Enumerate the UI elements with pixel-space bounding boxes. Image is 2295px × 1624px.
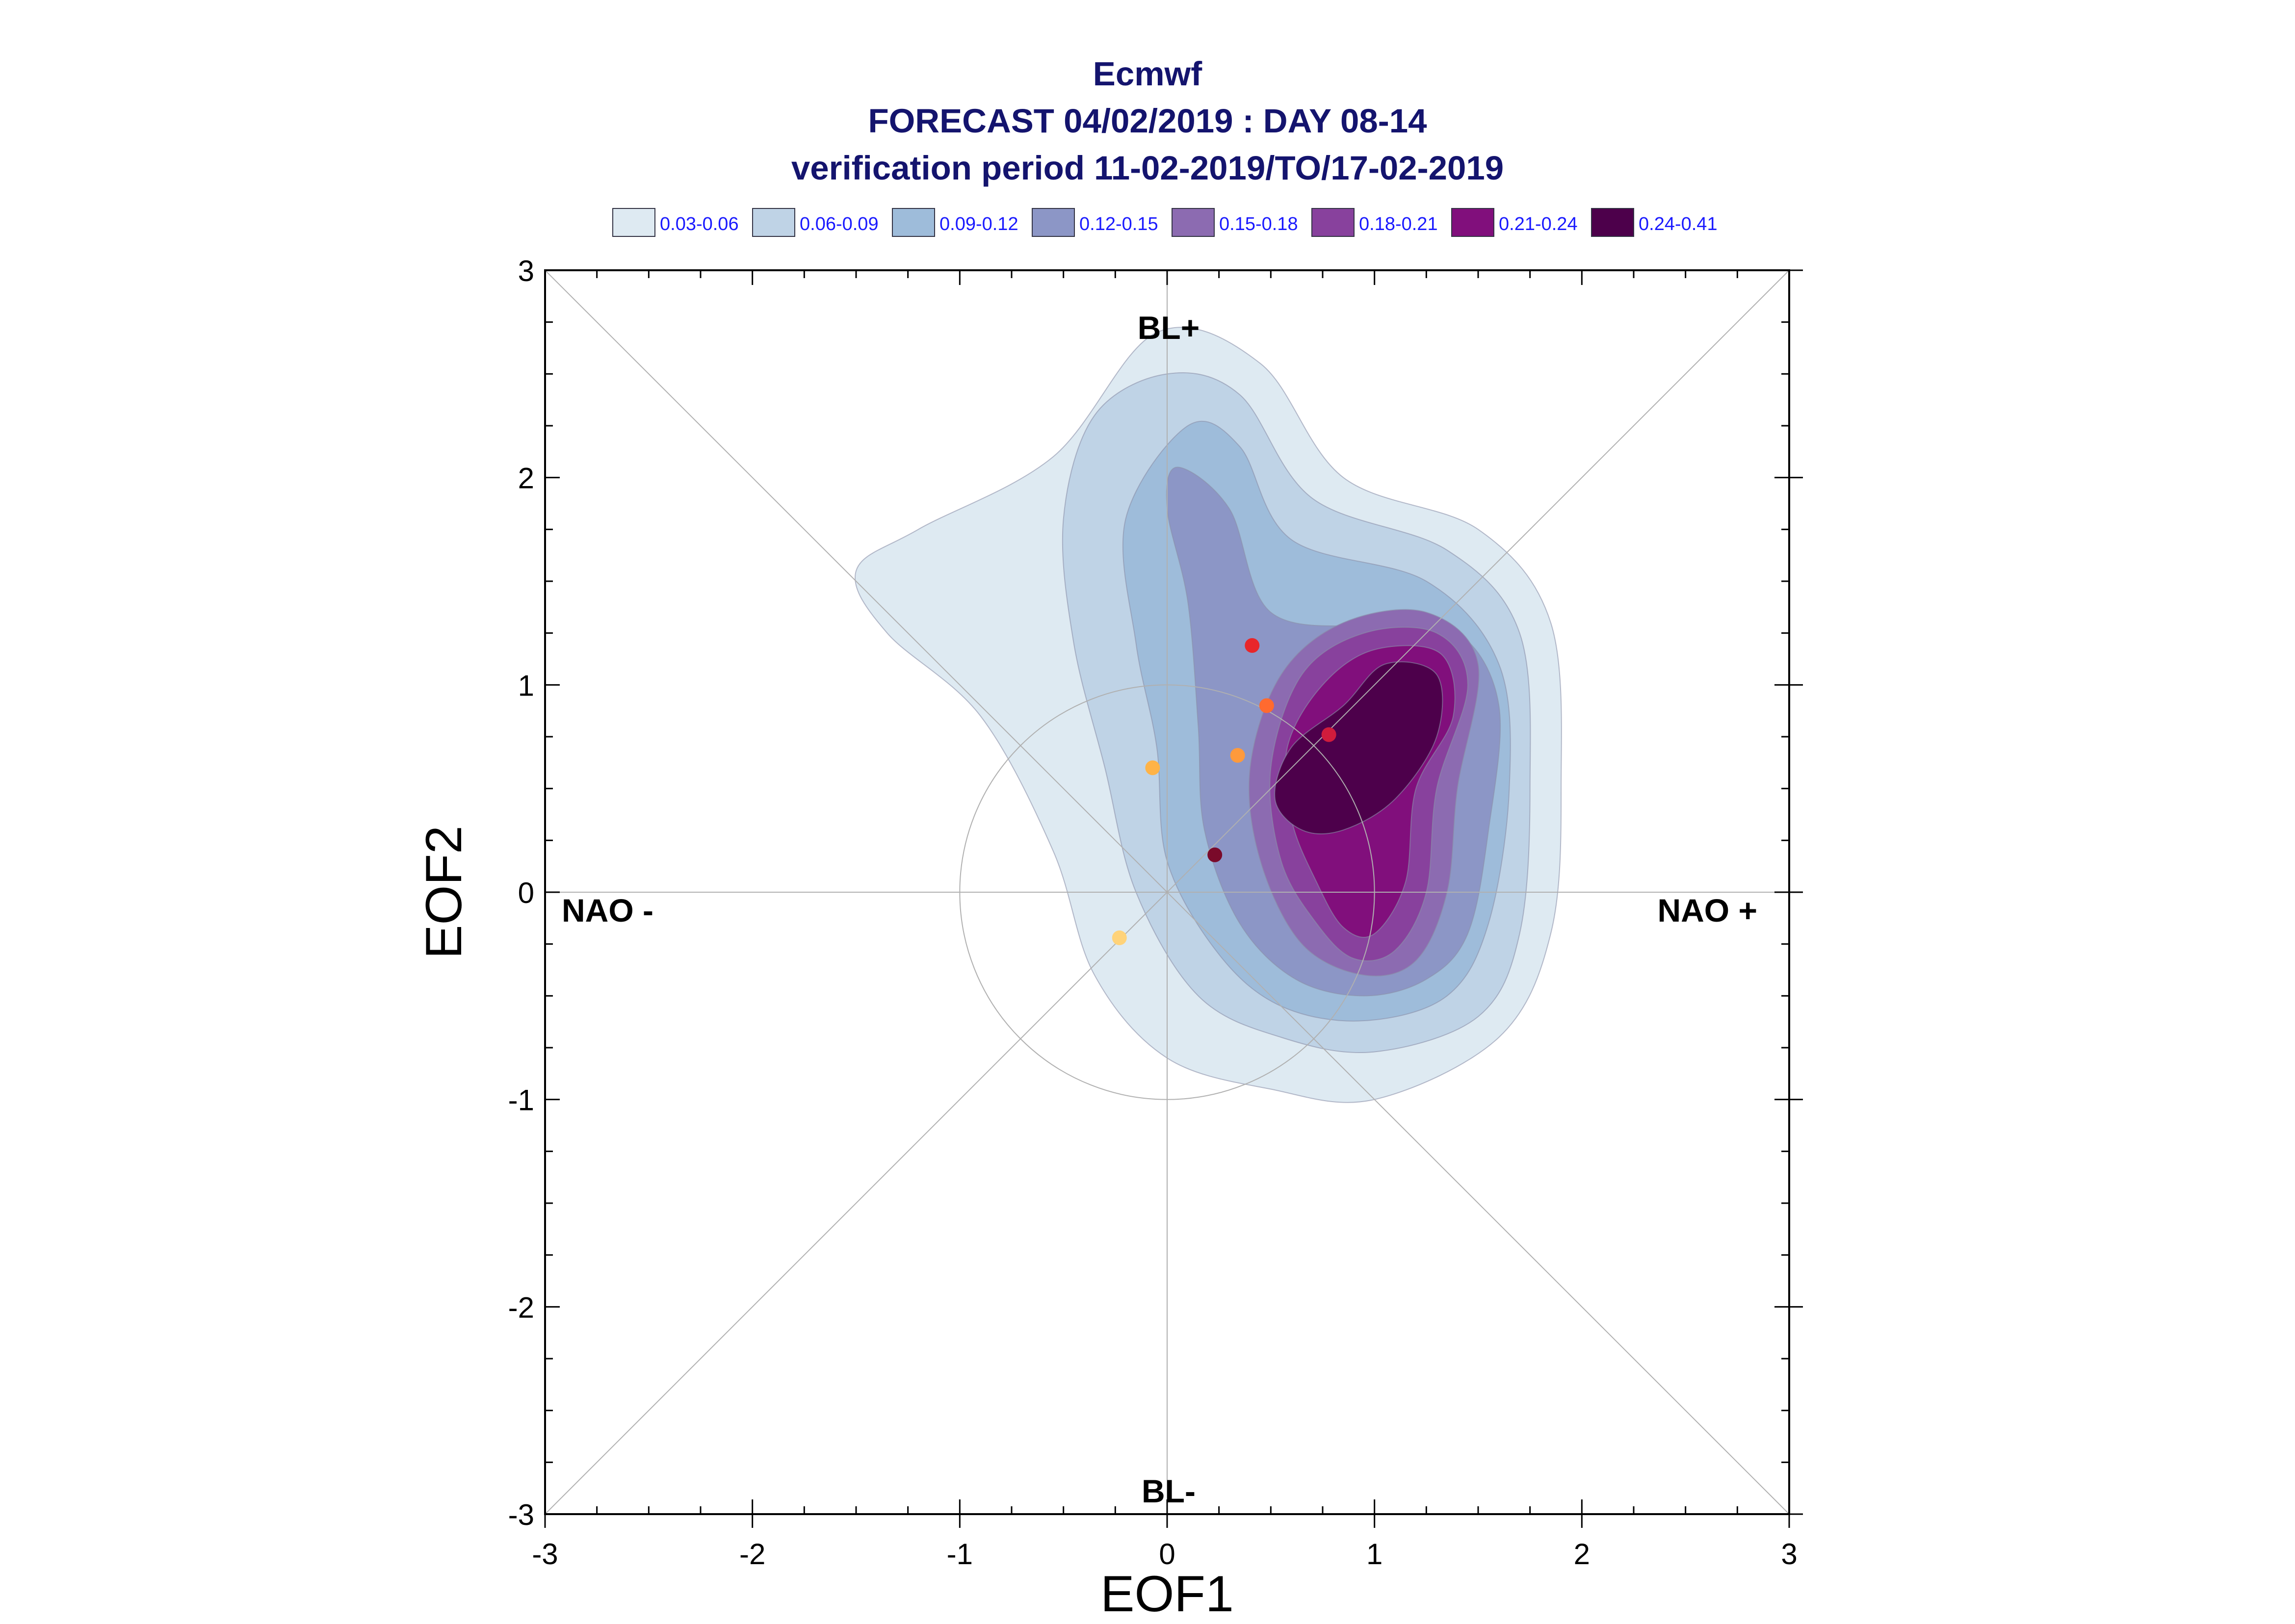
- forecast-point: [1259, 698, 1274, 713]
- x-tick-label: -1: [947, 1538, 973, 1571]
- y-tick-label: -3: [508, 1498, 534, 1531]
- forecast-point: [1230, 748, 1245, 763]
- tick-labels: -3 -2 -1 0 1 2 3 -3 -2 -1 0 1 2 3: [508, 255, 1798, 1571]
- y-tick-label: 1: [518, 669, 534, 702]
- y-tick-label: 0: [518, 876, 534, 909]
- legend-label: 0.09-0.12: [939, 214, 1018, 234]
- forecast-points: [1112, 638, 1336, 945]
- regime-label-nao-minus: NAO -: [562, 892, 653, 928]
- legend-swatch: [1032, 208, 1075, 237]
- x-axis-title: EOF1: [1100, 1566, 1234, 1623]
- x-tick-label: -2: [739, 1538, 765, 1571]
- reference-lines: [545, 270, 1789, 1514]
- forecast-point: [1207, 847, 1223, 862]
- chart-title: Ecmwf: [1093, 55, 1202, 93]
- plot-frame: [544, 269, 1803, 1528]
- forecast-point: [1321, 727, 1336, 742]
- legend-swatch: [752, 208, 795, 237]
- legend-swatch: [612, 208, 655, 237]
- y-axis-title: EOF2: [416, 825, 472, 959]
- y-tick-label: -2: [508, 1291, 534, 1324]
- legend-label: 0.15-0.18: [1219, 214, 1298, 234]
- legend-swatch: [1591, 208, 1634, 237]
- x-tick-label: -3: [532, 1538, 558, 1571]
- legend-label: 0.18-0.21: [1359, 214, 1438, 234]
- chart-subtitle-verification: verification period 11-02-2019/TO/17-02-…: [791, 149, 1504, 187]
- forecast-point: [1145, 760, 1160, 775]
- chart-subtitle-forecast: FORECAST 04/02/2019 : DAY 08-14: [868, 102, 1427, 140]
- forecast-point: [1112, 930, 1127, 945]
- legend: 0.03-0.06 0.06-0.09 0.09-0.12 0.12-0.15 0.15…: [612, 208, 1718, 237]
- regime-label-bl-plus: BL+: [1138, 309, 1200, 346]
- legend-swatch: [1311, 208, 1355, 237]
- legend-label: 0.06-0.09: [800, 214, 879, 234]
- x-tick-label: 2: [1574, 1538, 1590, 1571]
- forecast-point: [1245, 638, 1260, 653]
- legend-label: 0.03-0.06: [660, 214, 739, 234]
- regime-label-bl-minus: BL-: [1142, 1473, 1196, 1509]
- x-tick-label: 0: [1159, 1538, 1175, 1571]
- y-tick-label: 3: [518, 255, 534, 287]
- regime-label-nao-plus: NAO +: [1657, 892, 1757, 928]
- y-tick-label: 2: [518, 462, 534, 495]
- density-contour-level: [1274, 661, 1443, 835]
- density-contours: [855, 327, 1562, 1103]
- legend-swatch: [1451, 208, 1494, 237]
- x-tick-label: 3: [1781, 1538, 1797, 1571]
- legend-label: 0.24-0.41: [1639, 214, 1718, 234]
- legend-label: 0.21-0.24: [1499, 214, 1578, 234]
- legend-swatch: [1172, 208, 1215, 237]
- x-tick-label: 1: [1366, 1538, 1382, 1571]
- unit-circle: [959, 684, 1375, 1100]
- y-tick-label: -1: [508, 1084, 534, 1117]
- legend-swatch: [892, 208, 935, 237]
- legend-label: 0.12-0.15: [1079, 214, 1158, 234]
